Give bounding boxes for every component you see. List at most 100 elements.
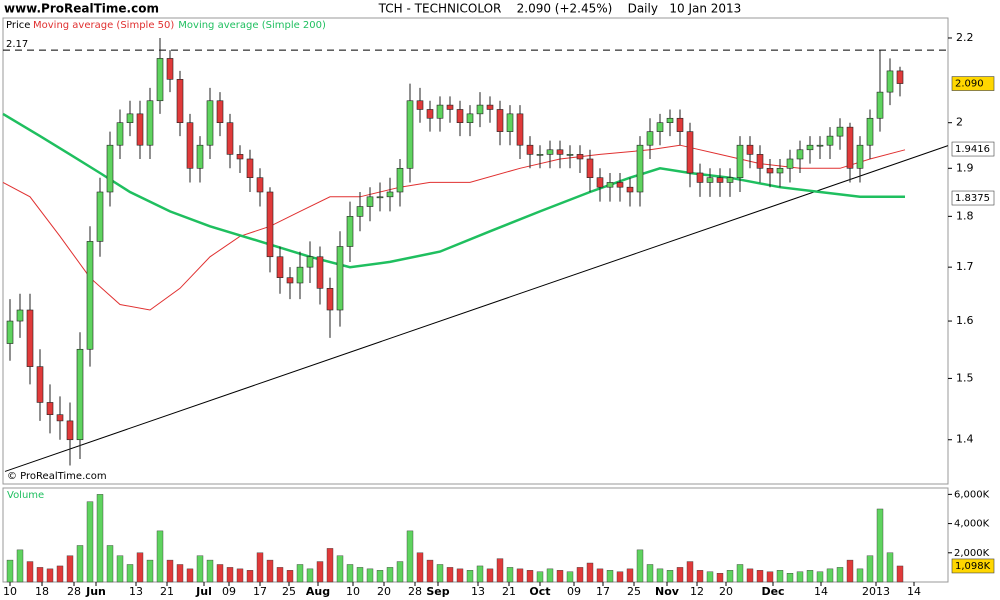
candle-body <box>586 158 594 178</box>
candle-body <box>506 113 514 132</box>
volume-bar <box>796 571 804 583</box>
candle-body <box>46 402 54 416</box>
ma-last-tag: 1.9416 <box>955 144 990 155</box>
price-panel <box>2 17 949 485</box>
volume-bar <box>176 564 184 583</box>
volume-bar <box>106 545 114 583</box>
volume-bar <box>146 559 154 583</box>
candle-body <box>6 320 14 344</box>
volume-bar <box>596 568 604 583</box>
volume-bar <box>866 555 874 583</box>
legend-entry: Moving average (Simple 50) <box>33 20 174 31</box>
last-price-tag: 2.090 <box>955 79 984 90</box>
ma-last-tag-box <box>951 141 995 157</box>
volume-bar <box>506 567 514 583</box>
candle-body <box>466 113 474 123</box>
volume-bar <box>116 555 124 583</box>
x-tick-label: Sep <box>426 585 449 598</box>
x-tick-label: Dec <box>761 585 784 598</box>
candle-body <box>536 154 544 156</box>
x-tick-label: 21 <box>502 585 516 598</box>
candle-body <box>546 149 554 155</box>
candle-body <box>76 348 84 441</box>
volume-bar <box>786 573 794 583</box>
candle-body <box>416 100 424 110</box>
volume-bar <box>86 501 94 583</box>
volume-bar <box>436 564 444 583</box>
legend-title: Price <box>6 20 30 31</box>
volume-bar <box>296 564 304 583</box>
candle-body <box>226 122 234 155</box>
candle-body <box>156 58 164 102</box>
x-tick-label: 13 <box>471 585 485 598</box>
candle-body <box>146 100 154 146</box>
candle-body <box>796 149 804 160</box>
candle-body <box>356 206 364 217</box>
candle-body <box>366 196 374 207</box>
volume-bar <box>316 561 324 583</box>
candle-body <box>296 266 304 284</box>
volume-bar <box>696 570 704 583</box>
volume-bar <box>276 567 284 583</box>
candle-body <box>686 131 694 174</box>
candle-body <box>476 104 484 115</box>
x-tick-label: 25 <box>282 585 296 598</box>
x-tick-label: 2013 <box>862 585 890 598</box>
x-tick-label: Jun <box>85 585 106 598</box>
candle-body <box>756 154 764 169</box>
volume-bar <box>766 571 774 583</box>
candle-body <box>896 70 904 84</box>
volume-bar <box>876 508 884 583</box>
volume-label: Volume <box>7 490 44 501</box>
volume-bar <box>666 570 674 583</box>
candle-body <box>886 70 894 93</box>
y-tick-label: 2.2 <box>956 31 974 44</box>
ma-last-tag: 1.8375 <box>955 193 990 204</box>
volume-bar <box>636 549 644 583</box>
chart-title: TCH - TECHNICOLOR 2.090 (+2.45%) Daily 1… <box>378 2 742 16</box>
volume-bar <box>536 571 544 583</box>
candle-body <box>456 109 464 123</box>
volume-bar <box>266 559 274 583</box>
candle-body <box>606 182 614 188</box>
x-tick-label: 21 <box>160 585 174 598</box>
x-tick-label: 09 <box>567 585 581 598</box>
candle-body <box>106 144 114 193</box>
volume-bar <box>516 568 524 583</box>
candle-body <box>196 144 204 169</box>
volume-bar <box>56 565 64 583</box>
candle-body <box>876 91 884 119</box>
volume-bar <box>376 570 384 583</box>
volume-bar <box>806 570 814 583</box>
candle-body <box>726 177 734 183</box>
volume-bar <box>306 568 314 583</box>
candle-body <box>56 414 64 422</box>
volume-bar <box>826 568 834 583</box>
volume-bar <box>736 564 744 583</box>
candle-body <box>276 256 284 278</box>
ma-last-tag-box <box>951 190 995 206</box>
volume-bar <box>746 568 754 583</box>
x-tick-label: 14 <box>814 585 828 598</box>
volume-bar <box>416 552 424 583</box>
x-tick-label: 10 <box>346 585 360 598</box>
volume-bar <box>446 567 454 583</box>
volume-bar <box>726 570 734 583</box>
candle-body <box>866 117 874 146</box>
legend-entry: Moving average (Simple 200) <box>178 20 326 31</box>
candle-body <box>786 158 794 169</box>
candle-body <box>846 126 854 169</box>
volume-bar <box>366 568 374 583</box>
last-volume-tag: 1,098K <box>955 561 991 572</box>
candle-body <box>236 154 244 160</box>
y-tick-label: 1.5 <box>956 371 974 384</box>
y-tick-label: 1.8 <box>956 209 974 222</box>
y-tick-label: 1.4 <box>956 433 974 446</box>
volume-bar <box>546 568 554 583</box>
volume-bar <box>836 567 844 583</box>
volume-bar <box>256 552 264 583</box>
candle-body <box>776 167 784 174</box>
candle-body <box>436 104 444 119</box>
volume-bar <box>816 571 824 583</box>
